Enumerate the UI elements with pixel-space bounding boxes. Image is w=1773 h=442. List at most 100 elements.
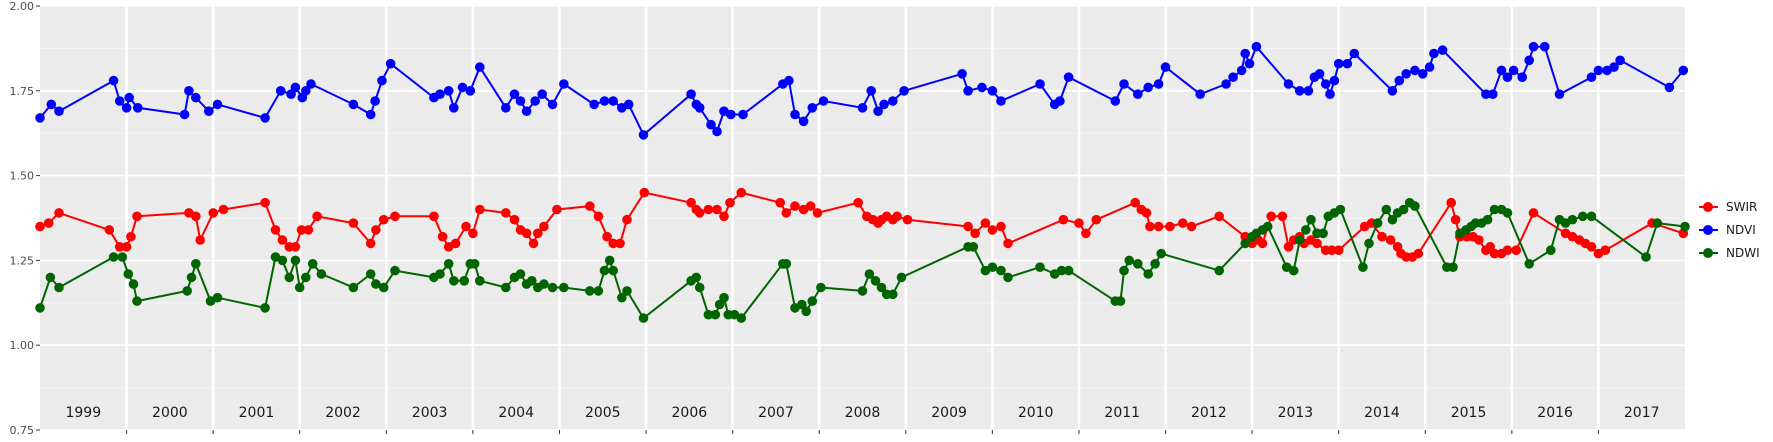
- ndvi-point: [977, 82, 987, 93]
- ndvi-point: [1417, 69, 1428, 79]
- swir-point: [608, 238, 618, 249]
- ndwi-point: [186, 272, 197, 283]
- ndvi-point: [963, 86, 973, 96]
- ndwi-point: [617, 292, 627, 303]
- ndwi-point: [449, 276, 459, 286]
- ndwi-point: [622, 286, 632, 296]
- ndwi-point: [736, 313, 747, 323]
- ndwi-point: [1288, 265, 1299, 276]
- ndvi-point: [1320, 79, 1331, 89]
- ndwi-point: [816, 282, 826, 293]
- ndwi-point: [870, 276, 881, 286]
- swir-point: [1413, 248, 1424, 259]
- swir-point: [1385, 235, 1396, 245]
- ndvi-point: [1387, 86, 1398, 96]
- swir-point: [468, 228, 478, 239]
- ndwi-point: [1586, 211, 1597, 222]
- swir-point: [429, 211, 439, 222]
- swir-point: [312, 211, 322, 222]
- ndvi-point: [509, 89, 520, 99]
- ndwi-point: [1524, 259, 1534, 269]
- ndvi-point: [1283, 79, 1294, 89]
- swir-point: [1511, 245, 1521, 255]
- ndwi-point: [117, 252, 128, 262]
- ndwi-point: [469, 259, 480, 269]
- ndvi-point: [306, 79, 316, 89]
- ndwi-point: [1364, 238, 1374, 249]
- ndvi-point: [712, 126, 722, 137]
- ndvi-point: [108, 75, 119, 86]
- ndwi-point: [714, 299, 725, 310]
- ndvi-point: [1517, 72, 1527, 82]
- swir-point: [1257, 238, 1268, 249]
- legend-key-point-ndvi: [1703, 225, 1713, 235]
- swir-point: [1600, 245, 1611, 255]
- ndvi-point: [1508, 65, 1519, 76]
- ndvi-point: [1133, 89, 1143, 99]
- ndvi-point: [457, 82, 468, 93]
- swir-point: [365, 238, 376, 249]
- ndvi-point: [638, 130, 649, 140]
- ndvi-point: [1524, 55, 1534, 66]
- ndvi-point: [1314, 69, 1325, 79]
- swir-point: [1528, 208, 1539, 218]
- ndwi-point: [390, 265, 400, 276]
- ndwi-point: [284, 272, 295, 283]
- ndvi-point: [301, 86, 311, 96]
- ndvi-point: [1244, 58, 1255, 69]
- ndvi-point: [559, 79, 569, 89]
- ndvi-point: [1502, 72, 1513, 82]
- ndwi-point: [1680, 221, 1690, 232]
- swir-point: [970, 228, 980, 239]
- swir-point: [348, 218, 359, 228]
- ndvi-point: [530, 96, 540, 106]
- swir-point: [805, 201, 816, 211]
- ndwi-point: [132, 296, 142, 306]
- ndvi-point: [1110, 96, 1121, 106]
- swir-point: [437, 231, 448, 242]
- ndvi-point: [365, 109, 376, 120]
- ndwi-point: [638, 313, 649, 323]
- ndvi-point: [1437, 45, 1448, 55]
- ndvi-point: [385, 58, 396, 69]
- ndvi-point: [46, 99, 57, 110]
- swir-point: [371, 225, 381, 235]
- year-label: 2009: [931, 405, 967, 421]
- swir-point: [521, 228, 532, 239]
- legend-label-swir: SWIR: [1726, 200, 1757, 214]
- swir-point: [1130, 197, 1140, 208]
- swir-point: [528, 238, 539, 249]
- swir-point: [191, 211, 201, 222]
- ndwi-point: [559, 282, 569, 293]
- ndwi-point: [1115, 296, 1126, 306]
- ndwi-point: [1387, 214, 1398, 225]
- ndvi-point: [1342, 58, 1353, 69]
- year-label: 2010: [1018, 405, 1054, 421]
- ndwi-point: [710, 309, 721, 320]
- year-label: 2000: [152, 405, 188, 421]
- swir-point: [475, 204, 485, 215]
- swir-point: [104, 225, 115, 235]
- ndvi-point: [1063, 72, 1074, 82]
- swir-point: [270, 225, 281, 235]
- ndwi-point: [1133, 259, 1143, 269]
- ndwi-point: [1358, 262, 1368, 273]
- ndvi-point: [1678, 65, 1689, 76]
- swir-point: [1446, 197, 1456, 208]
- ndwi-point: [1448, 262, 1458, 273]
- ndwi-point: [1546, 245, 1556, 255]
- ndwi-point: [294, 282, 305, 293]
- swir-point: [378, 214, 389, 225]
- ndvi-point: [694, 103, 705, 113]
- swir-point: [1091, 214, 1102, 225]
- swir-point: [1277, 211, 1288, 222]
- ndwi-point: [475, 276, 485, 286]
- ndvi-point: [798, 116, 809, 127]
- swir-point: [296, 225, 307, 235]
- ndvi-point: [1236, 65, 1247, 76]
- ndwi-point: [260, 303, 270, 313]
- year-label: 2001: [239, 405, 275, 421]
- swir-point: [1474, 235, 1484, 245]
- year-labels: 1999 2000 2001 2002 2003 2004 2005 2006 2007 2008…: [65, 405, 1659, 421]
- ndwi-point: [1502, 208, 1513, 218]
